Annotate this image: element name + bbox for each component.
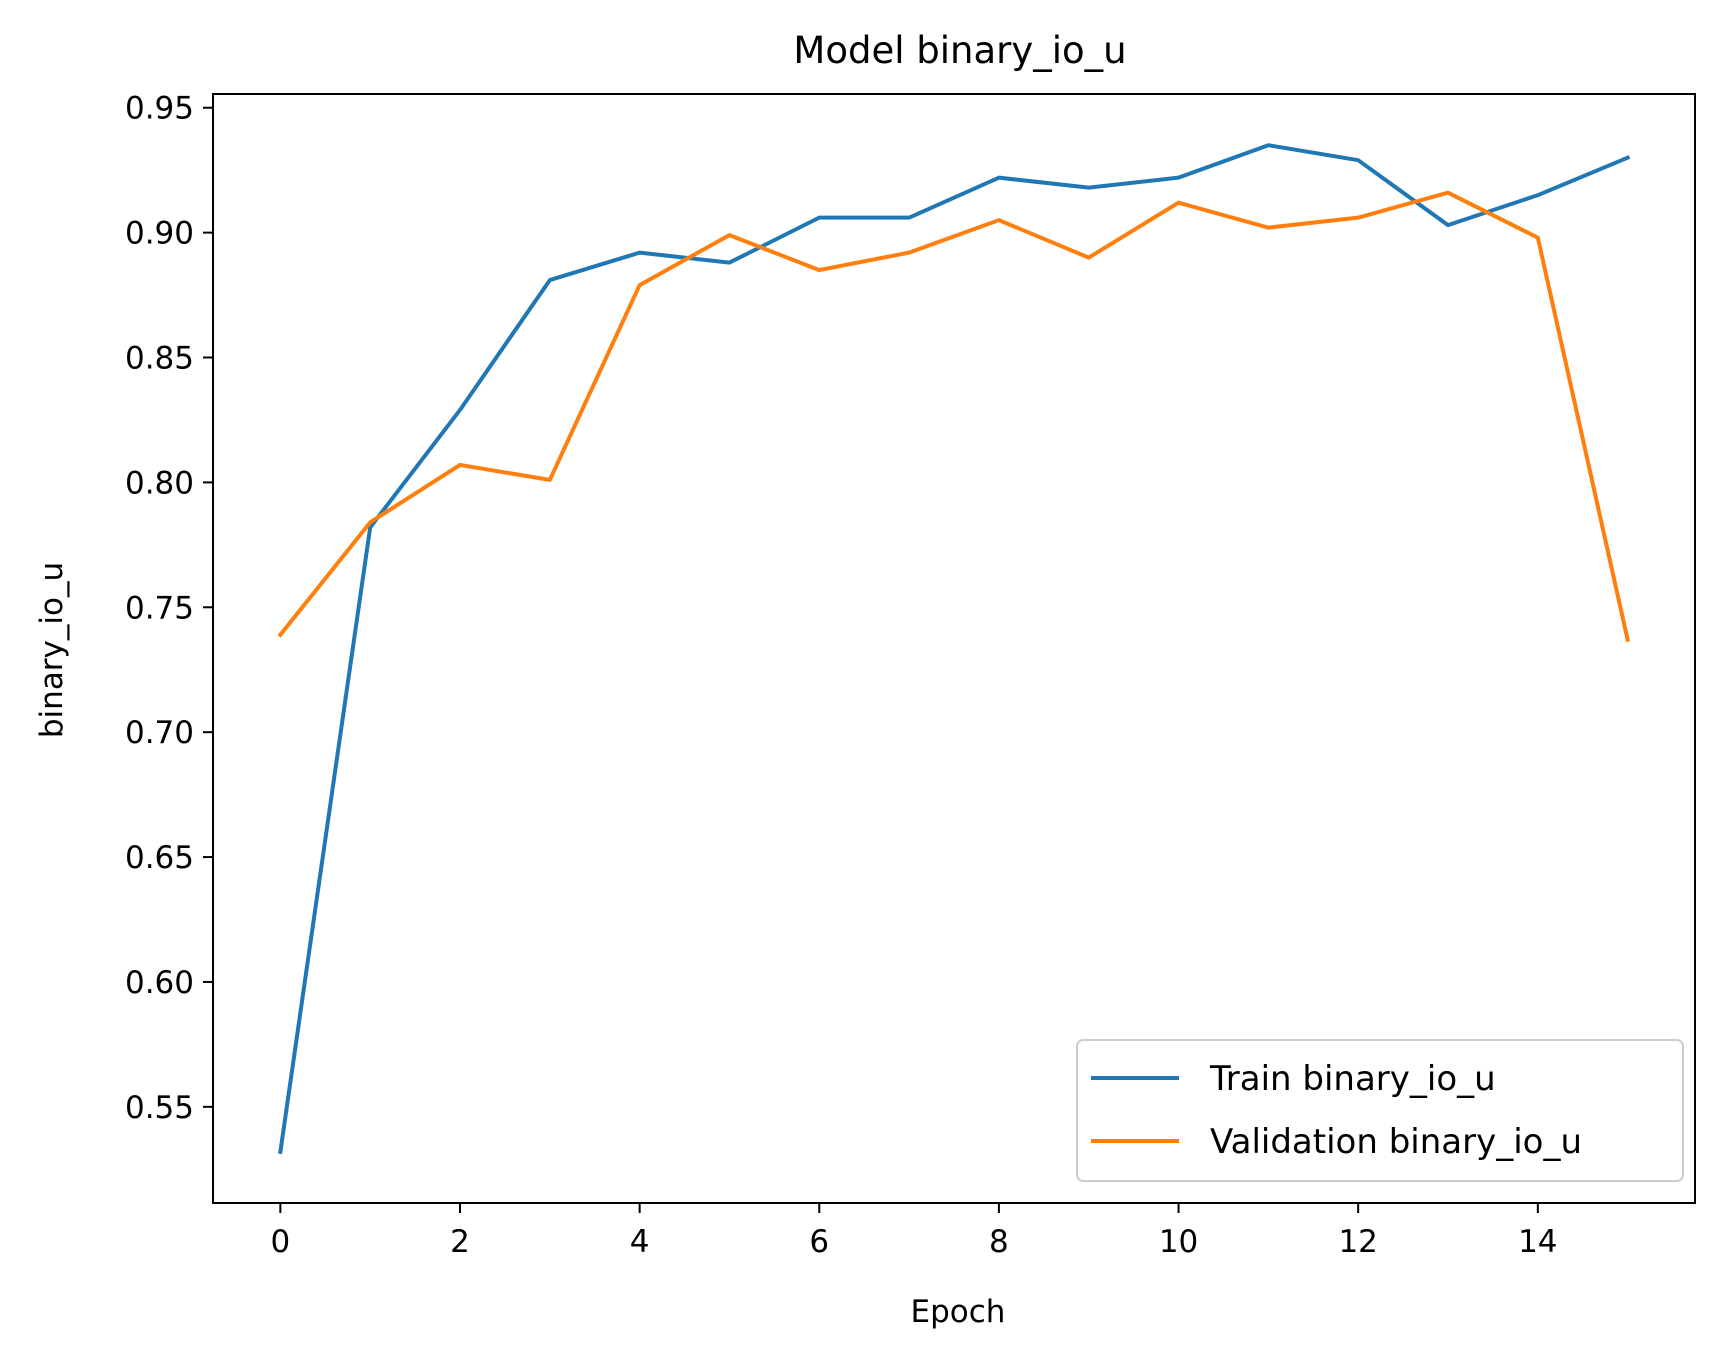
- legend-label-validation: Validation binary_io_u: [1210, 1122, 1582, 1162]
- y-tick-label: 0.70: [125, 715, 194, 751]
- x-tick-label: 14: [1518, 1224, 1557, 1260]
- legend-label-train: Train binary_io_u: [1209, 1059, 1496, 1099]
- series-line-train: [278, 143, 1631, 1155]
- y-tick-label: 0.75: [125, 590, 194, 626]
- y-tick-label: 0.65: [125, 840, 194, 876]
- series-line-validation: [277, 190, 1631, 643]
- x-tick-label: 8: [989, 1224, 1009, 1260]
- x-tick-label: 4: [630, 1224, 650, 1260]
- x-axis: 0 2 4 6 8 10 12 14: [270, 1203, 1558, 1260]
- series-layer: [277, 143, 1631, 1155]
- y-tick-label: 0.85: [125, 341, 194, 377]
- y-tick-label: 0.60: [125, 965, 194, 1001]
- y-axis-label: binary_io_u: [34, 562, 70, 738]
- x-tick-label: 0: [270, 1224, 290, 1260]
- x-axis-label: Epoch: [911, 1294, 1006, 1330]
- plot-frame: [212, 93, 1696, 1204]
- y-axis: 0.55 0.60 0.65 0.70 0.75 0.80 0.85 0.90 0.95: [125, 91, 213, 1126]
- legend: Train binary_io_u Validation binary_io_u: [1076, 1039, 1684, 1182]
- y-tick-label: 0.90: [125, 216, 194, 252]
- x-tick-label: 2: [450, 1224, 470, 1260]
- x-tick-label: 6: [809, 1224, 829, 1260]
- legend-box: [1076, 1039, 1684, 1182]
- chart-title: Model binary_io_u: [793, 29, 1126, 72]
- x-tick-label: 12: [1338, 1224, 1377, 1260]
- y-tick-label: 0.80: [125, 465, 194, 501]
- x-tick-label: 10: [1159, 1224, 1198, 1260]
- y-tick-label: 0.55: [125, 1090, 194, 1126]
- y-tick-label: 0.95: [125, 91, 194, 127]
